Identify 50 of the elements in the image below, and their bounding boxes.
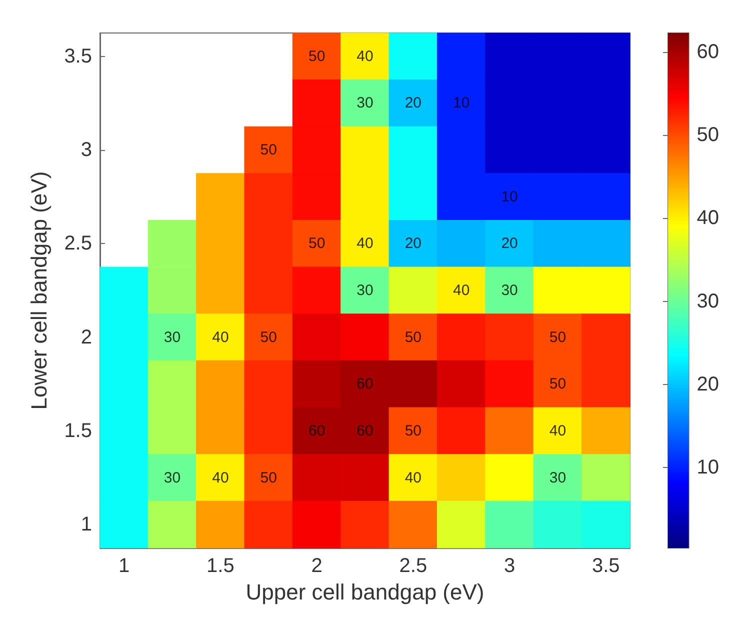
data-label: 30 [164,328,181,346]
data-label: 20 [501,235,518,252]
color-bar-label: 30 [696,290,720,312]
x-axis-title: Upper cell bandgap (eV) [246,579,484,604]
color-bar-label: 20 [696,373,720,396]
data-label: 30 [501,282,518,299]
data-label: 40 [404,469,422,486]
y-tick-label: 1 [80,514,92,536]
data-label: 50 [404,422,422,440]
data-label: 50 [260,469,277,486]
color-bar-label: 60 [696,41,720,64]
data-label: 60 [356,376,374,393]
color-bar-label: 40 [696,207,720,230]
data-label: 40 [356,48,374,65]
y-tick-label: 2 [80,326,92,348]
data-label: 50 [549,376,566,393]
color-bar-label: 10 [696,456,720,478]
y-tick-label: 3.5 [64,45,92,68]
data-label: 50 [260,328,277,346]
y-tick-label: 2.5 [64,232,92,255]
data-label: 30 [356,282,374,299]
x-tick-label: 1.5 [206,555,234,577]
data-label: 40 [212,469,229,486]
y-axis-title: Lower cell bandgap (eV) [26,171,52,410]
data-label: 30 [549,469,566,486]
data-label: 20 [404,235,422,252]
x-tick-label: 3.5 [592,555,620,577]
y-tick-label: 3 [80,139,92,162]
data-label: 50 [308,235,326,252]
data-label: 10 [453,94,470,112]
x-tick-label: 2 [311,555,322,577]
data-label: 40 [356,235,374,252]
data-label: 50 [549,328,566,346]
data-label: 60 [356,422,374,440]
x-tick-label: 3 [504,555,516,577]
data-label: 50 [404,328,422,346]
data-label: 50 [260,142,277,159]
data-label: 60 [308,422,326,440]
y-tick-label: 1.5 [64,420,92,442]
data-label: 30 [164,469,181,486]
data-label: 30 [356,94,374,112]
x-tick-label: 1 [118,555,130,577]
data-label: 50 [308,48,326,65]
color-bar-label: 50 [696,124,720,146]
data-label: 10 [501,188,518,206]
data-label: 40 [212,328,229,346]
data-label: 20 [404,94,422,112]
data-label: 40 [549,422,566,440]
data-label: 40 [453,282,470,299]
x-tick-label: 2.5 [399,555,428,577]
